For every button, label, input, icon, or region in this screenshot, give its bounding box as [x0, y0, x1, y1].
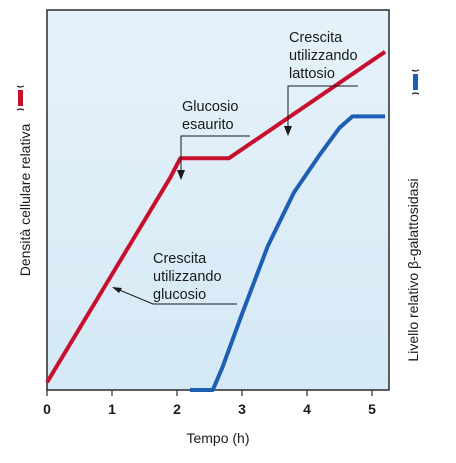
x-tick-label-3: 3	[238, 401, 246, 417]
y-axis-right-label: Livello relativo β-galattosidasi	[405, 178, 421, 361]
y-axis-left-title: Densità cellulare relativa	[16, 85, 33, 277]
annotation-lactose-growth-leader	[287, 85, 358, 132]
annotation-glucose-exhausted-line2: esaurito	[182, 117, 234, 133]
annotation-glucose-growth: Crescita utilizzando glucosio	[112, 251, 237, 305]
y-axis-left-paren-open	[16, 108, 25, 111]
annotation-glucose-growth-arrowhead	[112, 287, 122, 293]
annotation-lactose-growth-line1: Crescita	[289, 30, 343, 46]
annotation-glucose-growth-line2: utilizzando	[153, 269, 222, 285]
x-tick-label-0: 0	[43, 401, 51, 417]
annotation-lactose-growth-line3: lattosio	[289, 66, 335, 82]
x-tick-label-4: 4	[303, 401, 311, 417]
annotation-glucose-exhausted-arrowhead	[177, 170, 185, 180]
y-axis-left-legend-swatch	[18, 90, 23, 106]
x-axis-ticks: 0 1 2 3 4 5	[43, 390, 376, 417]
y-axis-right-paren-close	[411, 69, 420, 72]
y-axis-left-label: Densità cellulare relativa	[17, 124, 33, 277]
annotation-lactose-growth: Crescita utilizzando lattosio	[284, 30, 358, 136]
series-line-1	[190, 114, 385, 392]
x-tick-label-2: 2	[173, 401, 181, 417]
annotation-glucose-exhausted-leader	[180, 135, 250, 176]
y-axis-left-paren-close	[16, 85, 25, 88]
annotation-glucose-growth-leader	[116, 288, 237, 305]
series-line-0	[45, 50, 387, 384]
y-axis-right-legend-swatch	[413, 74, 418, 90]
series-layer	[45, 50, 387, 392]
annotation-glucose-growth-line1: Crescita	[153, 251, 207, 267]
y-axis-right-title: Livello relativo β-galattosidasi	[405, 69, 421, 362]
plot-area	[46, 9, 390, 391]
annotation-glucose-growth-line3: glucosio	[153, 287, 206, 303]
x-axis-label: Tempo (h)	[186, 430, 249, 446]
annotation-glucose-exhausted: Glucosio esaurito	[177, 99, 250, 180]
annotation-lactose-growth-arrowhead	[284, 126, 292, 136]
y-axis-right-paren-open	[411, 92, 420, 95]
annotation-lactose-growth-line2: utilizzando	[289, 48, 358, 64]
annotation-glucose-exhausted-line1: Glucosio	[182, 99, 238, 115]
x-tick-label-1: 1	[108, 401, 116, 417]
x-tick-label-5: 5	[368, 401, 376, 417]
